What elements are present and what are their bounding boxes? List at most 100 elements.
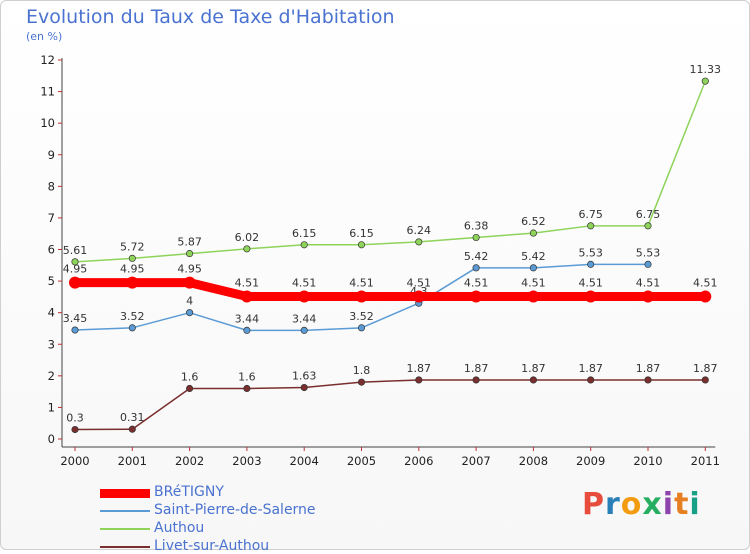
data-point [357,378,366,386]
y-tick-label: 4 [48,306,55,320]
y-tick-label: 7 [48,211,55,225]
data-label: 5.42 [521,250,546,263]
data-label: 6.75 [578,208,603,221]
data-label: 3.52 [349,310,374,323]
data-label: 1.87 [464,362,489,375]
y-tick-label: 9 [48,148,55,162]
legend-label: Authou [154,520,205,536]
x-tick-label: 2005 [347,454,376,468]
data-label: 6.52 [521,215,546,228]
legend-swatch [100,488,150,498]
legend-label: BRéTIGNY [154,484,224,500]
x-tick-label: 2008 [519,454,548,468]
data-point [183,276,196,289]
x-tick-label: 2009 [576,454,605,468]
data-label: 5.72 [120,240,145,253]
data-label: 1.87 [407,362,432,375]
x-tick-label: 2010 [633,454,662,468]
x-tick-label: 2001 [118,454,147,468]
y-tick-label: 11 [40,85,55,99]
data-point [71,326,79,334]
data-label: 4.95 [177,263,202,276]
data-point [300,383,308,392]
data-point [300,326,308,334]
x-tick-label: 2003 [232,454,261,468]
data-label: 5.61 [63,244,88,257]
data-point [240,290,253,303]
data-point [529,264,537,272]
chart-subtitle: (en %) [26,30,63,43]
data-point [642,290,654,303]
series-line [70,278,710,302]
data-label: 11.33 [690,63,722,76]
data-point [298,290,311,303]
data-point [644,376,652,384]
x-tick-label: 2011 [691,454,720,468]
legend-swatch [100,546,150,548]
data-label: 0.31 [120,411,145,424]
x-tick-label: 2004 [290,454,319,468]
data-point [126,276,139,289]
data-label: 1.63 [292,370,317,383]
data-label: 4.95 [120,263,145,276]
data-label: 3.52 [120,310,145,323]
data-point [186,384,194,393]
data-point [587,222,595,230]
data-label: 4.51 [407,277,432,290]
data-label: 6.15 [292,227,317,240]
data-point [415,376,423,384]
data-label: 4.51 [292,277,317,290]
proxiti-logo: Proxiti [582,487,701,522]
data-point [128,254,136,262]
data-label: 6.38 [464,219,489,232]
data-point [243,326,251,334]
data-label: 5.53 [636,246,661,259]
series-line [74,80,707,263]
data-point [128,324,136,332]
data-label: 6.15 [349,227,374,240]
data-label: 4 [186,295,193,308]
data-label: 6.75 [636,208,661,221]
data-point [186,309,194,317]
data-label: 6.02 [235,231,260,244]
data-point [529,229,537,237]
data-point [472,233,480,242]
data-label: 4.51 [521,277,546,290]
data-label: 0.3 [66,412,84,425]
chart-title: Evolution du Taux de Taxe d'Habitation [26,6,395,28]
y-tick-label: 3 [48,337,55,351]
data-label: 4.51 [464,277,489,290]
data-label: 4.51 [235,277,260,290]
x-tick-label: 2007 [461,454,490,468]
y-tick-label: 5 [48,274,55,288]
data-label: 5.87 [177,236,202,249]
data-label: 4.51 [349,277,374,290]
data-point [71,425,79,434]
data-label: 1.6 [181,370,199,383]
data-label: 1.8 [353,364,371,377]
y-tick-label: 12 [40,53,55,67]
data-label: 1.87 [578,362,603,375]
logo-letter: o [620,487,643,522]
data-point [300,241,308,249]
data-point [472,376,480,384]
y-tick-label: 2 [48,369,55,383]
data-label: 4.51 [693,277,718,290]
data-point [644,260,652,268]
data-point [243,245,251,253]
data-label: 1.87 [521,362,546,375]
logo-letter: i [689,487,701,522]
data-point [587,260,595,268]
x-tick-label: 2000 [60,454,89,468]
legend-label: Saint-Pierre-de-Salerne [154,502,316,518]
data-point [527,290,540,303]
data-point [701,77,709,85]
data-point [472,264,480,272]
data-label: 5.42 [464,250,489,263]
data-label: 6.24 [407,224,432,237]
data-label: 1.87 [636,362,661,375]
series-line [74,379,707,431]
y-tick-label: 8 [48,179,55,193]
data-point [186,250,194,258]
